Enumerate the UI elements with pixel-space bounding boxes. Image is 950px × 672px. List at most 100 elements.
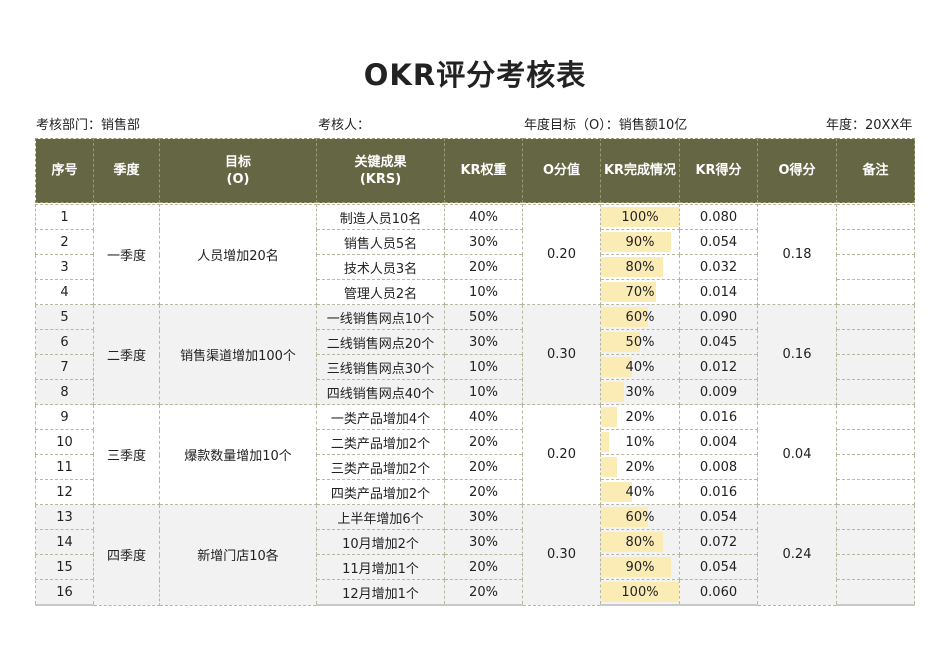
annual-goal-label: 年度目标（O）：销售额10亿	[524, 118, 688, 133]
table-row: 13 四季度 新增门店10各 上半年增加6个 30% 0.30 60% 0.054 0.24	[35, 504, 915, 606]
kr-cell: 二线销售网点20个	[316, 329, 445, 355]
note-cell	[836, 379, 915, 405]
seq-cell: 11	[35, 454, 94, 480]
completion-bar	[601, 207, 679, 227]
table-row: 12 四类产品增加2个 20% 40% 0.016	[35, 479, 915, 505]
year-label: 年度：20XX年	[826, 118, 913, 133]
note-cell	[836, 504, 915, 530]
completion-cell: 100%	[600, 204, 680, 230]
seq-cell: 1	[35, 204, 94, 230]
o-score-cell: 0.20	[522, 404, 601, 505]
weight-cell: 30%	[444, 329, 523, 355]
kr-cell: 管理人员2名	[316, 279, 445, 305]
header-seq: 序号	[35, 138, 94, 203]
kr-cell: 三类产品增加2个	[316, 454, 445, 480]
completion-cell: 20%	[600, 454, 680, 480]
weight-cell: 10%	[444, 379, 523, 405]
objective-cell: 人员增加20名	[159, 204, 317, 305]
table-row: 9 三季度 爆款数量增加10个 一类产品增加4个 40% 0.20 20% 0.016 0.04	[35, 404, 915, 505]
table-row: 5 二季度 销售渠道增加100个 一线销售网点10个 50% 0.30 60% 0.090 0.…	[35, 304, 915, 405]
kr-cell: 12月增加1个	[316, 579, 445, 606]
kr-score-cell: 0.045	[679, 329, 758, 355]
weight-cell: 40%	[444, 204, 523, 230]
kr-score-cell: 0.090	[679, 304, 758, 330]
header-note: 备注	[836, 138, 915, 203]
kr-cell: 三线销售网点30个	[316, 354, 445, 380]
completion-value: 90%	[625, 234, 655, 250]
page-title: OKR评分考核表	[363, 58, 587, 92]
completion-bar	[601, 557, 672, 577]
kr-score-cell: 0.014	[679, 279, 758, 305]
completion-value: 100%	[621, 584, 659, 600]
kr-cell: 一类产品增加4个	[316, 404, 445, 430]
seq-cell: 9	[35, 404, 94, 430]
kr-score-cell: 0.016	[679, 479, 758, 505]
weight-cell: 20%	[444, 579, 523, 606]
completion-bar	[601, 282, 656, 302]
completion-value: 40%	[625, 484, 655, 500]
quarter-cell: 一季度	[93, 204, 160, 305]
kr-cell: 二类产品增加2个	[316, 429, 445, 455]
completion-value: 20%	[625, 409, 655, 425]
table-row: 4 管理人员2名 10% 70% 0.014	[35, 279, 915, 305]
table-row: 1 一季度 人员增加20名 制造人员10名 40% 0.20 100% 0.080 0.18	[35, 204, 915, 305]
weight-cell: 20%	[444, 554, 523, 580]
header-krs-line2: (KRS)	[359, 171, 402, 187]
seq-cell: 16	[35, 579, 94, 606]
table-row: 11 三类产品增加2个 20% 20% 0.008	[35, 454, 915, 480]
table-row: 16 12月增加1个 20% 100% 0.060	[35, 579, 915, 606]
completion-bar	[601, 257, 664, 277]
weight-cell: 20%	[444, 479, 523, 505]
header-quarter: 季度	[93, 138, 160, 203]
note-cell	[836, 479, 915, 505]
kr-score-cell: 0.032	[679, 254, 758, 280]
table-row: 3 技术人员3名 20% 80% 0.032	[35, 254, 915, 280]
weight-cell: 10%	[444, 354, 523, 380]
header-objective: 目标 (O)	[159, 138, 317, 203]
note-cell	[836, 229, 915, 255]
header-kr-score: KR得分	[679, 138, 758, 203]
note-cell	[836, 204, 915, 230]
table-row: 15 11月增加1个 20% 90% 0.054	[35, 554, 915, 580]
okr-table: 序号 季度 目标 (O) 关键成果 (KRS) KR权重 O分值 KR完成情况 KR…	[35, 138, 915, 606]
header-o-score: O分值	[522, 138, 601, 203]
completion-bar	[601, 307, 648, 327]
header-krs-line1: 关键成果	[354, 154, 407, 170]
kr-score-cell: 0.054	[679, 504, 758, 530]
table-header-row: 序号 季度 目标 (O) 关键成果 (KRS) KR权重 O分值 KR完成情况 KR…	[35, 138, 915, 203]
o-result-cell: 0.24	[757, 504, 837, 606]
note-cell	[836, 429, 915, 455]
seq-cell: 13	[35, 504, 94, 530]
kr-score-cell: 0.072	[679, 529, 758, 555]
weight-cell: 30%	[444, 504, 523, 530]
note-cell	[836, 279, 915, 305]
completion-value: 30%	[625, 384, 655, 400]
completion-bar	[601, 482, 633, 502]
completion-value: 70%	[625, 284, 655, 300]
completion-cell: 60%	[600, 304, 680, 330]
weight-cell: 50%	[444, 304, 523, 330]
completion-cell: 90%	[600, 229, 680, 255]
completion-value: 60%	[625, 309, 655, 325]
completion-bar	[601, 232, 672, 252]
table-row: 8 四线销售网点40个 10% 30% 0.009	[35, 379, 915, 405]
completion-cell: 70%	[600, 279, 680, 305]
kr-cell: 四线销售网点40个	[316, 379, 445, 405]
completion-bar	[601, 382, 625, 402]
seq-cell: 2	[35, 229, 94, 255]
weight-cell: 30%	[444, 529, 523, 555]
completion-value: 90%	[625, 559, 655, 575]
o-result-cell: 0.18	[757, 204, 837, 305]
seq-cell: 7	[35, 354, 94, 380]
seq-cell: 15	[35, 554, 94, 580]
completion-value: 10%	[625, 434, 655, 450]
dept-label: 考核部门：销售部	[36, 118, 141, 133]
kr-score-cell: 0.004	[679, 429, 758, 455]
o-score-cell: 0.30	[522, 304, 601, 405]
o-result-cell: 0.16	[757, 304, 837, 405]
kr-score-cell: 0.060	[679, 579, 758, 606]
objective-cell: 新增门店10各	[159, 504, 317, 606]
kr-score-cell: 0.054	[679, 229, 758, 255]
completion-bar	[601, 432, 609, 452]
kr-cell: 一线销售网点10个	[316, 304, 445, 330]
